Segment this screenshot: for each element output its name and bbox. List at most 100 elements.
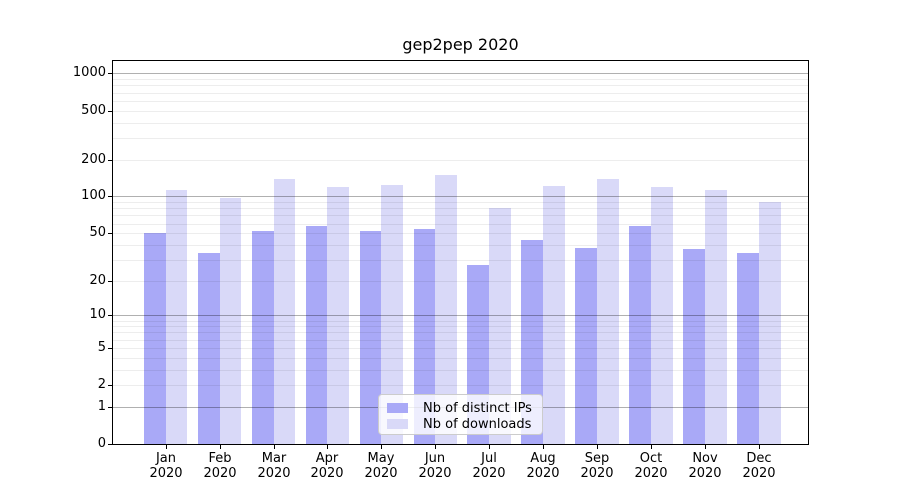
y-tick-mark <box>108 196 112 197</box>
gridline-minor <box>113 280 808 282</box>
legend-swatch-downloads <box>387 419 408 429</box>
bar-distinct-ips-nov <box>683 248 705 444</box>
gridline-minor <box>113 347 808 349</box>
gridline-minor <box>113 369 808 371</box>
bar-downloads-may <box>381 184 404 444</box>
gridline-minor <box>113 320 808 322</box>
gridline-major <box>113 315 808 317</box>
bar-distinct-ips-oct <box>629 226 652 444</box>
bar-downloads-apr <box>327 186 350 444</box>
legend-item-downloads: Nb of downloads <box>387 416 534 432</box>
bar-distinct-ips-jan <box>143 233 166 444</box>
y-tick-label: 100 <box>81 188 106 203</box>
x-tick-mark <box>543 445 544 449</box>
gridline-minor <box>113 332 808 334</box>
gridline-minor <box>113 79 808 81</box>
gridline-minor <box>113 110 808 112</box>
x-tick-mark <box>435 445 436 449</box>
legend-label-distinct-ips: Nb of distinct IPs <box>423 400 532 416</box>
x-tick-mark <box>759 445 760 449</box>
y-tick-mark <box>108 111 112 112</box>
bar-distinct-ips-sep <box>575 247 598 444</box>
x-tick-label: Feb 2020 <box>203 451 237 481</box>
x-tick-mark <box>597 445 598 449</box>
gridline-minor <box>113 208 808 210</box>
gridline-minor <box>113 385 808 387</box>
x-tick-label: Aug 2020 <box>526 451 560 481</box>
y-tick-label: 10 <box>89 307 106 322</box>
bar-distinct-ips-may <box>359 231 382 444</box>
y-tick-label: 1000 <box>72 65 106 80</box>
y-tick-label: 5 <box>97 340 106 355</box>
bar-downloads-jan <box>165 189 188 444</box>
gridline-minor <box>113 100 808 102</box>
gridline-minor <box>113 92 808 94</box>
bar-downloads-oct <box>651 186 673 444</box>
gridline-minor <box>113 223 808 225</box>
plot-area <box>112 60 809 445</box>
bar-downloads-mar <box>273 178 296 444</box>
y-tick-mark <box>108 407 112 408</box>
x-tick-label: Mar 2020 <box>257 451 291 481</box>
x-tick-label: Jan 2020 <box>149 451 183 481</box>
gridline-minor <box>113 202 808 204</box>
bar-distinct-ips-feb <box>197 253 220 444</box>
gridline-major <box>113 73 808 75</box>
gridline-major <box>113 196 808 198</box>
gridline-minor <box>113 122 808 124</box>
legend: Nb of distinct IPs Nb of downloads <box>378 394 543 435</box>
gridline-minor <box>113 339 808 341</box>
legend-swatch-distinct-ips <box>387 403 408 413</box>
y-tick-mark <box>108 281 112 282</box>
x-tick-label: Nov 2020 <box>688 451 722 481</box>
y-tick-label: 1 <box>97 399 106 414</box>
bar-distinct-ips-aug <box>521 239 544 444</box>
bar-distinct-ips-apr <box>305 226 328 444</box>
bar-downloads-feb <box>219 198 242 444</box>
x-tick-label: Jun 2020 <box>418 451 452 481</box>
x-tick-label: Oct 2020 <box>634 451 668 481</box>
bar-downloads-aug <box>543 185 565 444</box>
gridline-minor <box>113 85 808 87</box>
gridline-minor <box>113 326 808 328</box>
x-tick-mark <box>489 445 490 449</box>
legend-item-distinct-ips: Nb of distinct IPs <box>387 400 534 416</box>
bar-downloads-jul <box>489 207 512 444</box>
x-tick-mark <box>220 445 221 449</box>
y-tick-label: 50 <box>89 225 106 240</box>
legend-label-downloads: Nb of downloads <box>423 416 532 432</box>
y-tick-mark <box>108 160 112 161</box>
gridline-minor <box>113 159 808 161</box>
gridline-minor <box>113 244 808 246</box>
x-tick-mark <box>381 445 382 449</box>
x-tick-mark <box>705 445 706 449</box>
chart-title: gep2pep 2020 <box>402 35 519 54</box>
y-tick-label: 0 <box>97 436 106 451</box>
x-tick-label: May 2020 <box>364 451 398 481</box>
x-tick-label: Sep 2020 <box>580 451 614 481</box>
gridline-minor <box>113 357 808 359</box>
bar-downloads-sep <box>597 178 619 444</box>
y-tick-mark <box>108 348 112 349</box>
x-tick-label: Dec 2020 <box>742 451 776 481</box>
y-tick-label: 2 <box>97 377 106 392</box>
gridline-minor <box>113 233 808 235</box>
y-tick-label: 20 <box>89 273 106 288</box>
bar-downloads-nov <box>705 189 727 444</box>
x-tick-mark <box>166 445 167 449</box>
bar-downloads-jun <box>435 174 458 444</box>
y-tick-mark <box>108 233 112 234</box>
x-tick-mark <box>651 445 652 449</box>
y-tick-mark <box>108 385 112 386</box>
bar-distinct-ips-mar <box>251 231 274 444</box>
gridline-minor <box>113 137 808 139</box>
x-tick-mark <box>274 445 275 449</box>
y-tick-mark <box>108 444 112 445</box>
y-tick-label: 500 <box>81 103 106 118</box>
x-tick-label: Jul 2020 <box>472 451 506 481</box>
gridline-minor <box>113 259 808 261</box>
y-tick-mark <box>108 73 112 74</box>
x-tick-label: Apr 2020 <box>310 451 344 481</box>
bar-downloads-dec <box>758 202 781 444</box>
